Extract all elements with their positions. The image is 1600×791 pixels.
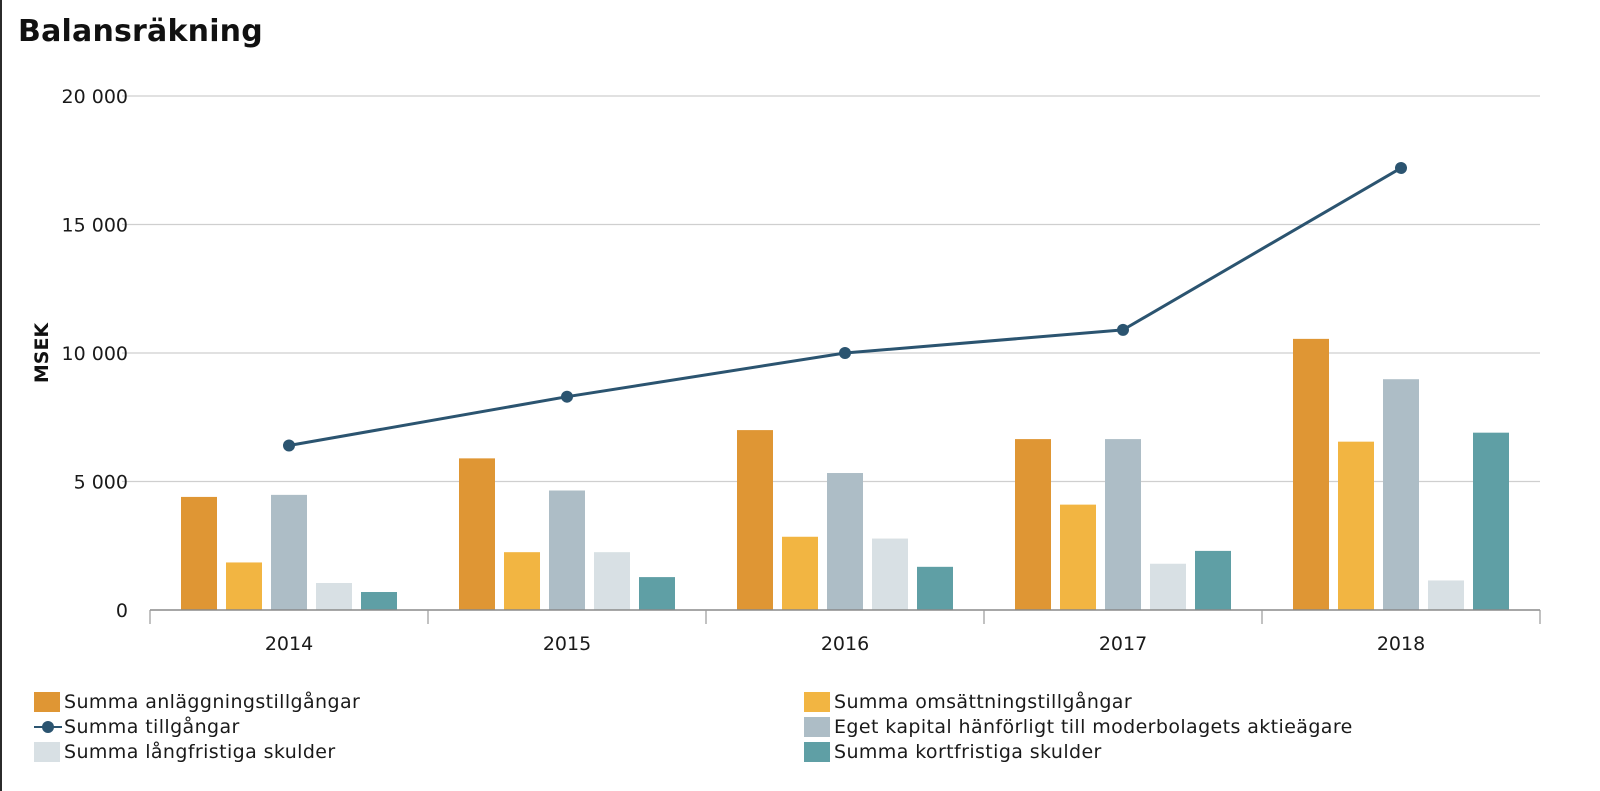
legend-item: Summa långfristiga skulder [34, 740, 336, 764]
bar [1338, 441, 1374, 610]
bar [1428, 580, 1464, 610]
left-border [0, 0, 2, 791]
y-tick-label: 20 000 [62, 86, 128, 108]
legend-swatch [804, 742, 830, 762]
bar [1060, 504, 1096, 610]
legend-label: Eget kapital hänförligt till moderbolage… [834, 716, 1353, 738]
bar [459, 458, 495, 610]
bar [827, 473, 863, 610]
line-point [839, 347, 851, 359]
legend-label: Summa omsättningstillgångar [834, 691, 1133, 713]
bar [737, 430, 773, 610]
bar [504, 552, 540, 610]
bar [1105, 439, 1141, 610]
legend-swatch [34, 692, 60, 712]
line-point [283, 439, 295, 452]
bar [782, 536, 818, 610]
bar [917, 566, 953, 610]
chart-legend: Summa anläggningstillgångar Summa omsättn… [34, 690, 1574, 786]
legend-item: Summa kortfristiga skulder [804, 740, 1102, 764]
bar [872, 538, 908, 610]
bar [639, 577, 675, 610]
legend-item: Summa tillgångar [34, 715, 240, 739]
legend-item: Summa anläggningstillgångar [34, 690, 360, 714]
x-tick-label: 2015 [543, 633, 591, 655]
y-tick-label: 5 000 [74, 472, 128, 494]
legend-swatch [804, 717, 830, 737]
bar [1473, 432, 1509, 610]
legend-item: Summa omsättningstillgångar [804, 690, 1132, 714]
bar [1293, 338, 1329, 610]
bar [594, 552, 630, 610]
legend-label: Summa tillgångar [64, 716, 240, 738]
y-tick-label: 0 [116, 600, 128, 622]
bar [226, 562, 262, 610]
line-point [1117, 323, 1129, 336]
line-point [561, 390, 573, 403]
legend-item: Eget kapital hänförligt till moderbolage… [804, 715, 1353, 739]
bar [1150, 563, 1186, 610]
y-axis-label: MSEK [31, 322, 53, 384]
bar [361, 592, 397, 610]
legend-label: Summa anläggningstillgångar [64, 691, 361, 713]
x-tick-label: 2016 [821, 633, 869, 655]
x-tick-label: 2014 [265, 633, 313, 655]
x-tick-label: 2018 [1377, 633, 1425, 655]
bar [271, 494, 307, 610]
bar [316, 583, 352, 610]
bar [1015, 439, 1051, 610]
legend-swatch [804, 692, 830, 712]
chart-canvas: 0 5 000 10 000 15 000 20 000 MSEK 2014 2015 2016… [31, 86, 1541, 655]
legend-label: Summa långfristiga skulder [64, 741, 336, 763]
bar [1195, 550, 1231, 610]
legend-line-marker [34, 717, 62, 737]
bar [549, 490, 585, 610]
bar [1383, 379, 1419, 610]
legend-swatch [34, 742, 60, 762]
line-series [288, 166, 1402, 447]
y-tick-label: 10 000 [62, 343, 128, 365]
bar [181, 496, 217, 610]
chart-title: Balansräkning [18, 14, 263, 49]
y-tick-label: 15 000 [62, 215, 128, 237]
x-tick-label: 2017 [1099, 633, 1147, 655]
legend-label: Summa kortfristiga skulder [834, 741, 1102, 763]
line-point [1395, 161, 1407, 174]
